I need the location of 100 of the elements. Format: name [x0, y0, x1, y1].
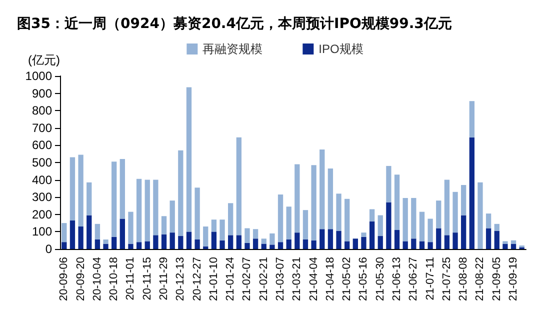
bar	[161, 216, 167, 234]
x-tick-label: 21-03-07	[274, 257, 287, 302]
bar	[220, 240, 225, 249]
x-tick-label: 21-04-18	[324, 257, 336, 302]
x-tick-label: 21-05-16	[358, 257, 370, 302]
bar	[78, 226, 84, 249]
bar	[286, 206, 292, 240]
bar	[419, 212, 425, 242]
bar	[194, 239, 200, 249]
legend-label: 再融资规模	[202, 42, 263, 56]
bar	[328, 229, 334, 249]
x-tick-label: 21-03-21	[291, 257, 304, 302]
bar	[369, 221, 375, 249]
bar	[120, 218, 125, 249]
bar	[369, 209, 375, 222]
bar	[494, 224, 500, 231]
bar	[478, 182, 483, 249]
bar	[278, 242, 284, 249]
bar	[336, 194, 342, 231]
bar	[428, 242, 433, 249]
bar	[411, 198, 416, 239]
bar	[336, 230, 342, 249]
bar	[186, 87, 192, 232]
x-tick-label: 21-09-05	[490, 257, 503, 302]
bar	[211, 232, 217, 249]
bar	[461, 215, 466, 249]
bar	[78, 154, 84, 227]
x-tick-label: 21-02-07	[241, 257, 254, 302]
x-tick-label: 21-05-02	[341, 257, 354, 302]
x-tick-label: 21-06-13	[391, 257, 404, 302]
bar	[394, 174, 400, 230]
bar	[153, 235, 158, 249]
bar	[344, 241, 350, 249]
bar	[128, 244, 134, 249]
bar	[394, 230, 400, 249]
bar	[220, 220, 225, 240]
bar	[436, 228, 442, 249]
bar	[62, 242, 67, 249]
y-tick-label: 200	[32, 207, 52, 222]
bar	[128, 212, 134, 244]
bar	[252, 238, 258, 249]
bar	[402, 198, 408, 242]
bar	[270, 233, 275, 245]
bar	[286, 239, 292, 249]
bar	[320, 229, 325, 249]
bar	[236, 137, 242, 236]
bar	[311, 165, 316, 240]
bar	[252, 229, 258, 239]
bar	[494, 230, 500, 249]
y-tick-label: 100	[32, 224, 52, 239]
x-tick-label: 21-07-25	[440, 257, 453, 302]
bar	[452, 192, 458, 233]
x-tick-label: 21-08-08	[458, 257, 470, 302]
y-tick-label: 0	[45, 242, 52, 256]
bar	[261, 238, 266, 244]
bar	[186, 232, 192, 249]
bar	[461, 184, 466, 216]
bar	[144, 180, 150, 242]
x-tick-label: 20-10-18	[108, 257, 120, 302]
y-tick-label: 300	[32, 190, 52, 204]
bar	[320, 150, 325, 230]
y-tick-label: 800	[32, 104, 52, 118]
bar	[361, 232, 366, 237]
bar	[452, 232, 458, 249]
bar	[294, 164, 300, 233]
bar	[502, 244, 508, 249]
bar	[419, 241, 425, 249]
bar	[103, 239, 108, 244]
bar	[486, 214, 492, 228]
bar	[136, 178, 142, 242]
bar	[361, 236, 366, 249]
bar	[428, 218, 433, 242]
bar	[311, 240, 316, 249]
bar	[86, 215, 92, 249]
bar	[244, 228, 250, 243]
bar	[144, 241, 150, 249]
bar	[178, 150, 184, 236]
bar	[170, 200, 175, 233]
bar	[228, 235, 234, 249]
bar	[86, 182, 92, 216]
bar	[244, 242, 250, 249]
bar	[261, 244, 266, 249]
bar	[153, 180, 158, 236]
x-tick-label: 20-12-13	[174, 257, 187, 302]
bar	[352, 238, 358, 249]
bar	[469, 101, 474, 138]
bar	[328, 168, 334, 230]
bar	[236, 235, 242, 249]
bar	[402, 241, 408, 249]
y-tick-label: 500	[32, 156, 52, 170]
bar	[502, 241, 508, 244]
x-tick-label: 21-01-24	[224, 257, 237, 302]
bar	[436, 200, 442, 228]
bar	[510, 240, 516, 244]
bar	[70, 157, 76, 220]
bar	[203, 226, 208, 246]
x-tick-label: 21-07-11	[424, 257, 436, 300]
y-tick-label: 700	[32, 120, 52, 135]
bar	[161, 234, 167, 249]
bar	[170, 232, 175, 249]
